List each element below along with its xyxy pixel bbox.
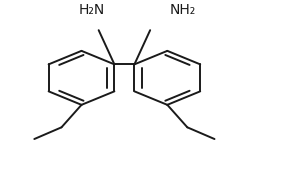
Text: NH₂: NH₂ xyxy=(170,3,196,17)
Text: H₂N: H₂N xyxy=(78,3,105,17)
